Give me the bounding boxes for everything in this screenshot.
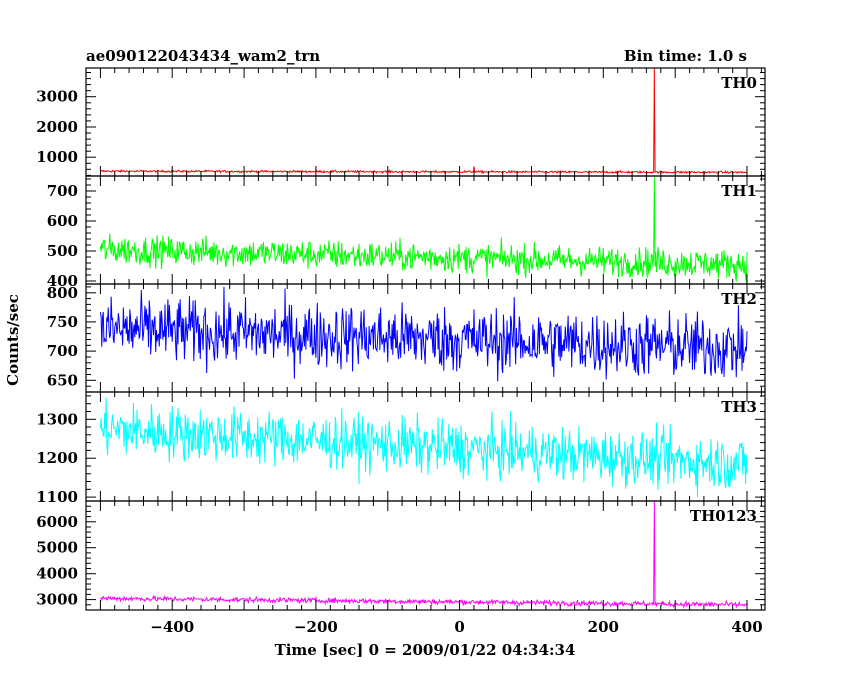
x-tick-label: 200	[588, 618, 619, 636]
panel-frame	[85, 500, 766, 611]
y-tick-label: 400	[47, 272, 78, 290]
y-tick-label: 5000	[36, 539, 78, 557]
panel-frame	[85, 175, 766, 285]
panel-frame	[85, 67, 766, 177]
x-tick-label: 400	[731, 618, 762, 636]
panel-label: TH1	[721, 182, 757, 200]
y-tick-label: 700	[47, 342, 78, 360]
panel-th3: 1100 1200 1300 TH3	[36, 391, 766, 506]
panel-label: TH2	[721, 290, 757, 308]
x-tick-label: −400	[150, 618, 194, 636]
panel-label: TH3	[721, 398, 757, 416]
bin-time-label: Bin time: 1.0 s	[624, 47, 747, 65]
panel-label: TH0	[721, 74, 757, 92]
y-tick-label: 800	[47, 284, 78, 302]
y-tick-label: 1200	[36, 449, 78, 467]
series-line-th1	[99, 176, 748, 283]
x-axis-label: Time [sec] 0 = 2009/01/22 04:34:34	[275, 641, 576, 659]
panel-th0: 1000 2000 3000 TH0	[36, 67, 766, 177]
y-tick-label: 2000	[36, 118, 78, 136]
panel-label: TH0123	[690, 507, 757, 525]
series-line-th0	[100, 68, 748, 175]
series-line-th3	[99, 397, 748, 498]
y-tick-label: 500	[47, 242, 78, 260]
panel-th1: 400 500 600 700 TH1	[47, 175, 766, 290]
y-tick-label: 4000	[36, 565, 78, 583]
y-tick-label: 6000	[36, 513, 78, 531]
y-tick-label: 3000	[36, 88, 78, 106]
x-tick-label: 0	[454, 618, 464, 636]
y-tick-label: 1300	[36, 410, 78, 428]
y-tick-label: 700	[47, 182, 78, 200]
y-tick-label: 750	[47, 313, 78, 331]
y-tick-label: 600	[47, 212, 78, 230]
series-line-th0123	[100, 501, 748, 610]
chart-title: ae090122043434_wam2_trn	[86, 47, 320, 65]
y-tick-label: 1000	[36, 148, 78, 166]
series-line-th2	[99, 286, 748, 382]
x-tick-label: −200	[294, 618, 338, 636]
panel-th0123: 3000 4000 5000 6000 TH0123	[36, 500, 766, 611]
panel-th2: 650 700 750 800 TH2	[47, 283, 766, 393]
y-tick-label: 650	[47, 371, 78, 389]
y-axis-label: Counts/sec	[4, 294, 22, 386]
y-tick-label: 3000	[36, 591, 78, 609]
y-tick-label: 1100	[36, 488, 78, 506]
